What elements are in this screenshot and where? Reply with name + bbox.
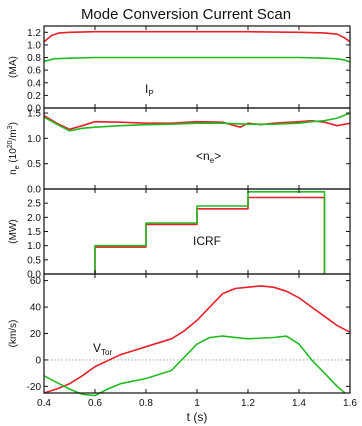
series-line-icrf-green bbox=[94, 191, 326, 274]
ytick-label: 20 bbox=[30, 329, 42, 340]
ytick-label: 0.5 bbox=[27, 159, 41, 170]
panels: 1.21.00.80.60.40.20.0(MA)IP1.51.00.50.0n… bbox=[7, 25, 357, 424]
ytick-label: 1.2 bbox=[27, 28, 41, 39]
annotation-icrf: ICRF bbox=[193, 234, 221, 248]
xtick-label: 1.6 bbox=[343, 398, 357, 409]
ytick-label: 2.0 bbox=[27, 213, 41, 224]
series-line-ip-red bbox=[43, 30, 351, 43]
ytick-label: 0.4 bbox=[27, 78, 41, 89]
ytick-label: 1.0 bbox=[27, 241, 41, 252]
series-line-ip-green bbox=[43, 56, 351, 63]
panel-vtor: 60 40 20 0 -20 (km/s) VTor bbox=[8, 273, 351, 397]
ytick-label: 2.5 bbox=[27, 199, 41, 210]
annotation-ip: IP bbox=[145, 82, 154, 98]
chart-title: Mode Conversion Current Scan bbox=[81, 6, 291, 23]
panel-ne: 1.5 1.0 0.5 0.0 ne (1020/m3) <ne> bbox=[7, 107, 351, 196]
ytick-label: 1.0 bbox=[27, 40, 41, 51]
series-line-ne-green bbox=[43, 112, 351, 132]
ytick-label: 0.0 bbox=[27, 185, 41, 196]
xtick-label: 1.4 bbox=[292, 398, 306, 409]
ylabel-vtor: (km/s) bbox=[8, 320, 19, 348]
ytick-label: 1.5 bbox=[27, 227, 41, 238]
panel-ip: 1.21.0 0.8 0.60.4 0.2 0.0 (MA) IP bbox=[8, 25, 351, 115]
x-axis-label: t (s) bbox=[187, 410, 208, 424]
ytick-label: 40 bbox=[30, 303, 42, 314]
xtick-label: 1.2 bbox=[241, 398, 255, 409]
ytick-label: 1.0 bbox=[27, 134, 41, 145]
xtick-label: 0.8 bbox=[139, 398, 153, 409]
ytick-label: 0 bbox=[35, 355, 41, 366]
ytick-label: 0.2 bbox=[27, 91, 41, 102]
ylabel-ne: ne (1020/m3) bbox=[7, 122, 21, 175]
panel-frame bbox=[43, 273, 351, 394]
xtick-label: 1 bbox=[194, 398, 200, 409]
annotation-ne: <ne> bbox=[196, 149, 221, 165]
panel-icrf: 2.5 2.0 1.5 1.0 0.5 0.0 (MW) ICRF bbox=[8, 188, 351, 281]
series-line-vtor-red bbox=[43, 285, 351, 394]
ylabel-icrf: (MW) bbox=[8, 219, 19, 243]
ytick-label: 0.0 bbox=[27, 270, 41, 281]
panel-frame bbox=[43, 25, 351, 109]
ytick-label: 0.8 bbox=[27, 53, 41, 64]
ytick-label: 0.5 bbox=[27, 255, 41, 266]
ytick-label: -20 bbox=[27, 382, 42, 393]
series-line-vtor-green bbox=[43, 335, 346, 397]
ytick-label: 0.6 bbox=[27, 66, 41, 77]
annotation-vtor: VTor bbox=[93, 341, 112, 357]
xtick-label: 0.4 bbox=[37, 398, 51, 409]
series-line-ne-red bbox=[43, 114, 351, 131]
ytick-label: 60 bbox=[30, 276, 42, 287]
ytick-label: 0.0 bbox=[27, 104, 41, 115]
ylabel-ip: (MA) bbox=[8, 56, 19, 78]
panel-frame bbox=[43, 188, 351, 275]
xtick-label: 0.6 bbox=[88, 398, 102, 409]
ytick-label: 1.5 bbox=[27, 109, 41, 120]
